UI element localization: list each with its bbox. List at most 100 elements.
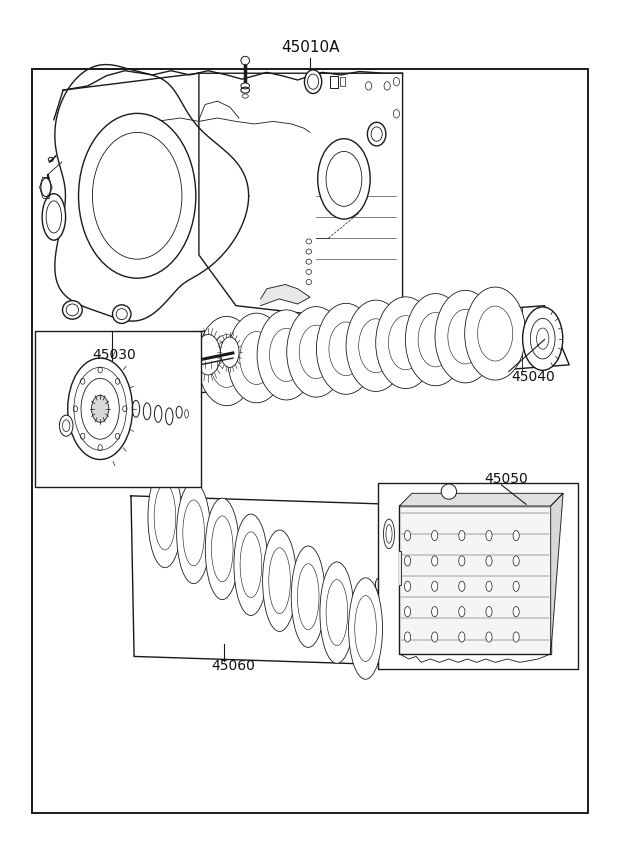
Ellipse shape: [66, 304, 79, 315]
Ellipse shape: [269, 548, 290, 614]
Ellipse shape: [154, 484, 175, 550]
Ellipse shape: [348, 577, 383, 679]
Ellipse shape: [205, 498, 239, 600]
Text: 45040: 45040: [512, 370, 555, 383]
Ellipse shape: [148, 466, 182, 567]
Bar: [32, 69, 588, 812]
Ellipse shape: [513, 632, 519, 642]
Ellipse shape: [228, 313, 286, 403]
Ellipse shape: [263, 530, 296, 632]
Ellipse shape: [60, 416, 73, 436]
Ellipse shape: [384, 81, 390, 90]
Ellipse shape: [196, 334, 221, 375]
Ellipse shape: [464, 287, 526, 380]
Polygon shape: [551, 494, 563, 654]
Ellipse shape: [317, 139, 370, 219]
Ellipse shape: [435, 290, 495, 383]
Ellipse shape: [291, 546, 326, 647]
Ellipse shape: [299, 325, 333, 378]
Ellipse shape: [536, 328, 549, 349]
Ellipse shape: [308, 74, 319, 89]
Ellipse shape: [459, 606, 465, 616]
Ellipse shape: [405, 293, 466, 386]
Ellipse shape: [366, 81, 372, 90]
Ellipse shape: [257, 310, 316, 400]
Ellipse shape: [92, 395, 108, 422]
Ellipse shape: [432, 531, 438, 541]
Ellipse shape: [459, 581, 465, 591]
Polygon shape: [131, 496, 393, 665]
Ellipse shape: [404, 555, 410, 566]
Text: 45030: 45030: [93, 348, 136, 362]
Ellipse shape: [81, 378, 119, 439]
Ellipse shape: [358, 319, 393, 373]
Ellipse shape: [79, 114, 196, 278]
Ellipse shape: [523, 307, 563, 371]
Bar: [35, 331, 201, 488]
Ellipse shape: [486, 606, 492, 616]
Ellipse shape: [316, 304, 376, 394]
Ellipse shape: [418, 312, 453, 367]
Ellipse shape: [63, 420, 70, 432]
Ellipse shape: [241, 83, 249, 89]
Polygon shape: [399, 551, 401, 584]
Ellipse shape: [42, 193, 66, 240]
Ellipse shape: [486, 632, 492, 642]
Polygon shape: [174, 305, 569, 393]
Ellipse shape: [329, 322, 363, 376]
Ellipse shape: [240, 332, 273, 384]
Ellipse shape: [477, 306, 513, 361]
Bar: [340, 77, 345, 86]
Ellipse shape: [376, 297, 436, 388]
Ellipse shape: [326, 152, 362, 206]
Ellipse shape: [320, 562, 354, 663]
Ellipse shape: [287, 307, 345, 397]
Ellipse shape: [376, 577, 383, 591]
Polygon shape: [399, 494, 563, 506]
Ellipse shape: [270, 328, 303, 382]
Ellipse shape: [346, 300, 405, 392]
Ellipse shape: [432, 581, 438, 591]
Ellipse shape: [116, 309, 127, 320]
Ellipse shape: [486, 531, 492, 541]
Ellipse shape: [368, 122, 386, 146]
Ellipse shape: [46, 201, 61, 233]
Ellipse shape: [404, 606, 410, 616]
Ellipse shape: [393, 109, 399, 118]
Ellipse shape: [68, 358, 133, 460]
Ellipse shape: [298, 564, 319, 629]
Ellipse shape: [371, 127, 382, 142]
Ellipse shape: [198, 316, 255, 405]
Ellipse shape: [448, 310, 483, 364]
Ellipse shape: [240, 532, 262, 598]
Ellipse shape: [41, 178, 51, 197]
Ellipse shape: [210, 335, 243, 388]
Ellipse shape: [355, 595, 376, 661]
Ellipse shape: [432, 555, 438, 566]
Ellipse shape: [459, 555, 465, 566]
Polygon shape: [55, 64, 249, 321]
Ellipse shape: [432, 632, 438, 642]
Ellipse shape: [304, 70, 322, 93]
Ellipse shape: [211, 516, 233, 582]
Ellipse shape: [63, 300, 82, 319]
Ellipse shape: [177, 483, 211, 583]
Ellipse shape: [459, 531, 465, 541]
Ellipse shape: [513, 531, 519, 541]
Ellipse shape: [92, 132, 182, 259]
Ellipse shape: [530, 318, 555, 359]
Bar: [330, 75, 338, 87]
Ellipse shape: [393, 77, 399, 86]
Ellipse shape: [234, 514, 268, 616]
Ellipse shape: [221, 337, 239, 367]
Ellipse shape: [441, 484, 456, 499]
Ellipse shape: [513, 606, 519, 616]
Ellipse shape: [241, 56, 249, 64]
Ellipse shape: [513, 581, 519, 591]
Ellipse shape: [513, 555, 519, 566]
Ellipse shape: [486, 581, 492, 591]
Ellipse shape: [404, 531, 410, 541]
Ellipse shape: [326, 580, 348, 645]
Text: 45050: 45050: [484, 472, 528, 486]
Ellipse shape: [432, 606, 438, 616]
